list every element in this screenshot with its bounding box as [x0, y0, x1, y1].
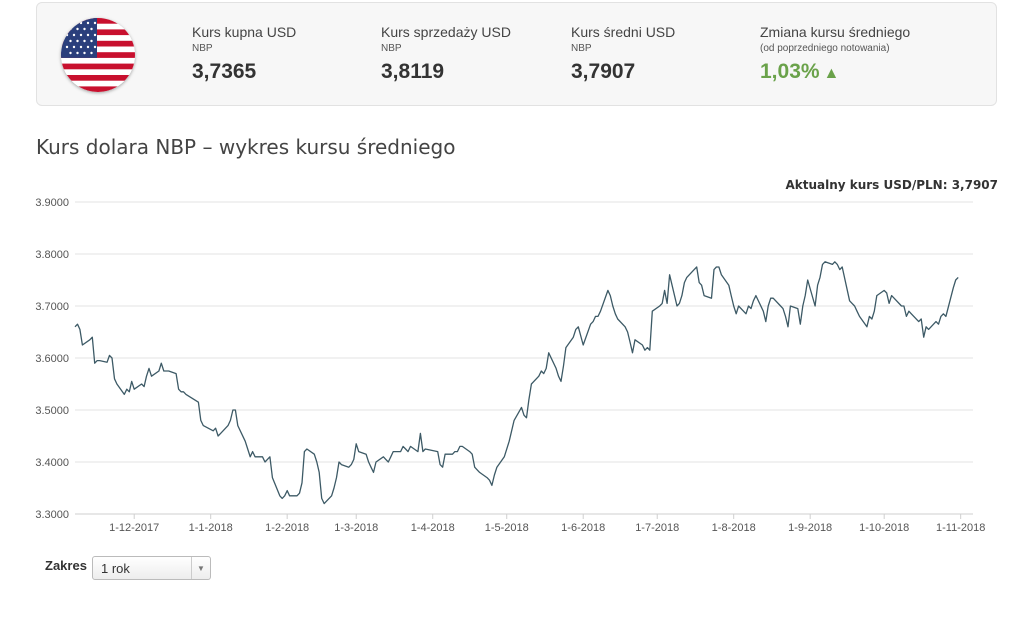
us-flag-icon	[61, 18, 135, 92]
x-tick-label: 1-12-2017	[109, 522, 159, 534]
range-select-value: 1 rok	[101, 561, 130, 576]
buy-rate-value: 3,7365	[192, 60, 257, 83]
range-select[interactable]: 1 rok ▼	[92, 556, 211, 580]
buy-rate-label: Kurs kupna USD	[192, 24, 297, 40]
y-tick-label: 3.8000	[35, 249, 69, 261]
y-tick-label: 3.7000	[35, 301, 69, 313]
chart-y-axis: 3.3000 3.4000 3.5000 3.6000 3.7000 3.8000 3.90…	[35, 197, 69, 521]
mid-rate-label: Kurs średni USD	[571, 24, 676, 40]
arrow-up-icon: ▲	[823, 65, 840, 82]
y-tick-label: 3.3000	[35, 509, 69, 521]
current-rate-label: Aktualny kurs USD/PLN: 3,7907	[785, 178, 998, 192]
x-tick-label: 1-3-2018	[334, 522, 378, 534]
chart-section-title: Kurs dolara NBP – wykres kursu średniego	[36, 135, 456, 159]
x-tick-label: 1-11-2018	[936, 522, 985, 534]
chevron-down-icon[interactable]: ▼	[191, 557, 210, 579]
mid-rate-value: 3,7907	[571, 60, 636, 83]
x-tick-label: 1-10-2018	[859, 522, 909, 534]
rate-change-label: Zmiana kursu średniego	[760, 24, 911, 40]
sell-rate-value: 3,8119	[381, 60, 445, 83]
x-tick-label: 1-7-2018	[635, 522, 679, 534]
x-tick-label: 1-2-2018	[265, 522, 309, 534]
y-tick-label: 3.4000	[35, 457, 69, 469]
rate-change-value: 1,03%	[760, 60, 820, 83]
buy-rate-source: NBP	[192, 43, 213, 54]
rate-change-sublabel: (od poprzedniego notowania)	[760, 43, 890, 54]
rates-panel: Kurs kupna USD NBP 3,7365 Kurs sprzedaży…	[36, 2, 997, 106]
mid-rate: Kurs średni USD NBP 3,7907	[571, 23, 675, 85]
chart-grid	[75, 201, 973, 515]
x-tick-label: 1-8-2018	[712, 522, 756, 534]
sell-rate-source: NBP	[381, 43, 402, 54]
rate-change-value-wrap: 1,03% ▲	[760, 59, 910, 87]
chart-plot-area	[74, 261, 959, 505]
x-tick-label: 1-5-2018	[485, 522, 529, 534]
mid-rate-source: NBP	[571, 43, 592, 54]
y-tick-label: 3.6000	[35, 353, 69, 365]
x-tick-label: 1-9-2018	[788, 522, 832, 534]
y-tick-label: 3.9000	[35, 197, 69, 209]
buy-rate: Kurs kupna USD NBP 3,7365	[192, 23, 296, 85]
rate-chart: 3.3000 3.4000 3.5000 3.6000 3.7000 3.8000 3.90…	[35, 197, 985, 534]
x-tick-label: 1-6-2018	[561, 522, 605, 534]
series-line	[74, 261, 959, 505]
y-tick-label: 3.5000	[35, 405, 69, 417]
x-tick-label: 1-1-2018	[189, 522, 233, 534]
rate-change: Zmiana kursu średniego (od poprzedniego …	[760, 23, 910, 87]
chart-x-axis: 1-12-2017 1-1-2018 1-2-2018 1-3-2018 1-4-201…	[109, 514, 985, 534]
sell-rate-label: Kurs sprzedaży USD	[381, 24, 511, 40]
sell-rate: Kurs sprzedaży USD NBP 3,8119	[381, 23, 511, 85]
x-tick-label: 1-4-2018	[411, 522, 455, 534]
range-label: Zakres	[45, 558, 87, 573]
